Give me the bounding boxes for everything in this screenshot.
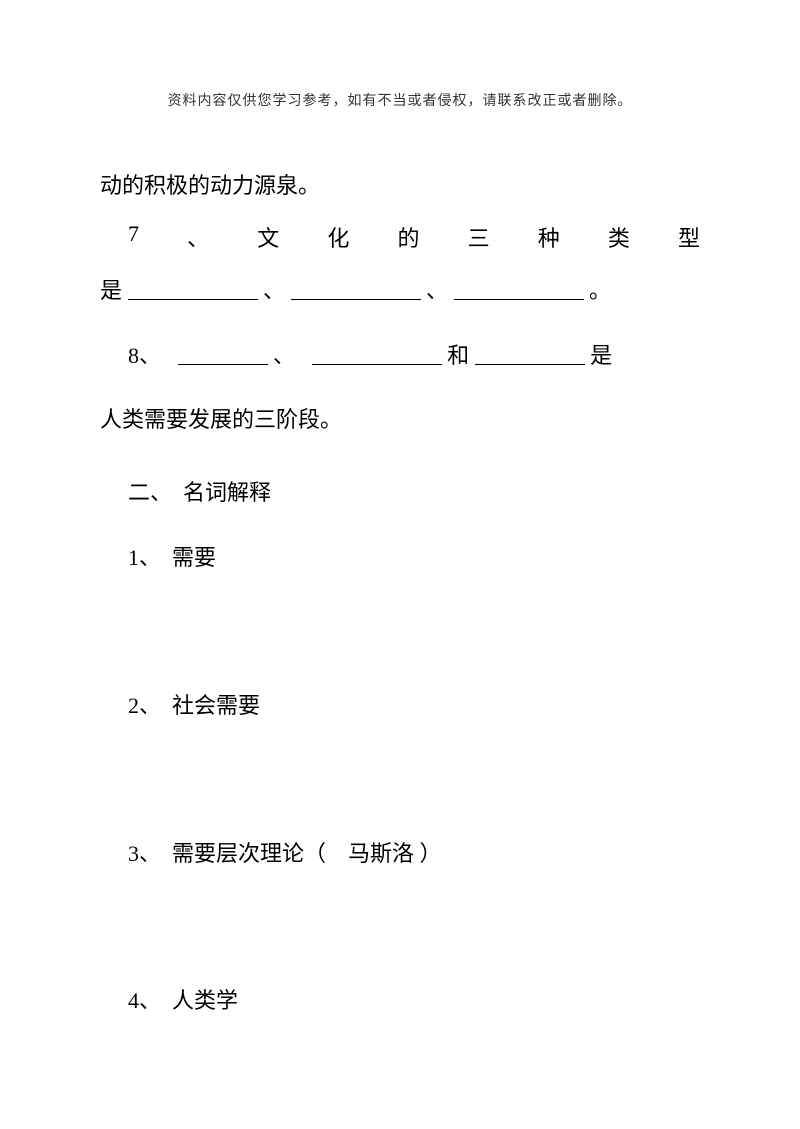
blank-field[interactable] xyxy=(475,343,585,365)
q7-number: 7 xyxy=(128,221,139,253)
q7-char: 化 xyxy=(327,221,349,253)
q7-char: 类 xyxy=(608,221,630,253)
q8-number: 8、 xyxy=(128,343,150,368)
blank-field[interactable] xyxy=(312,343,442,365)
header-note: 资料内容仅供您学习参考，如有不当或者侵权，请联系改正或者删除。 xyxy=(100,90,700,110)
q7-char: 的 xyxy=(397,221,419,253)
q7-char: 文 xyxy=(257,221,279,253)
separator: 、 xyxy=(263,278,285,303)
question-7: 7 、 文 化 的 三 种 类 型 xyxy=(100,221,700,253)
separator: 、 xyxy=(426,278,448,303)
q7-char: 种 xyxy=(538,221,560,253)
question-7-blanks: 是 、 、 。 xyxy=(100,265,700,318)
q8-suffix: 是 xyxy=(590,343,612,368)
q7-prefix: 是 xyxy=(100,278,122,303)
blank-field[interactable] xyxy=(128,278,258,300)
separator: 、 xyxy=(273,343,284,368)
q8-mid: 和 xyxy=(447,343,469,368)
blank-field[interactable] xyxy=(178,343,268,365)
q7-char: 三 xyxy=(468,221,490,253)
section-2-title: 二、 名词解释 xyxy=(100,467,700,520)
question-8: 8、 、 和 是 xyxy=(100,330,700,383)
q7-sep: 、 xyxy=(187,221,209,253)
blank-field[interactable] xyxy=(291,278,421,300)
term-item-4: 4、 人类学 xyxy=(100,975,700,1028)
period: 。 xyxy=(589,278,611,303)
q7-char: 型 xyxy=(678,221,700,253)
term-item-3: 3、 需要层次理论（ 马斯洛 ） xyxy=(100,828,700,881)
term-item-1: 1、 需要 xyxy=(100,532,700,585)
blank-field[interactable] xyxy=(454,278,584,300)
continuation-text: 动的积极的动力源泉。 xyxy=(100,160,700,213)
term-item-2: 2、 社会需要 xyxy=(100,680,700,733)
question-8-line2: 人类需要发展的三阶段。 xyxy=(100,394,700,447)
